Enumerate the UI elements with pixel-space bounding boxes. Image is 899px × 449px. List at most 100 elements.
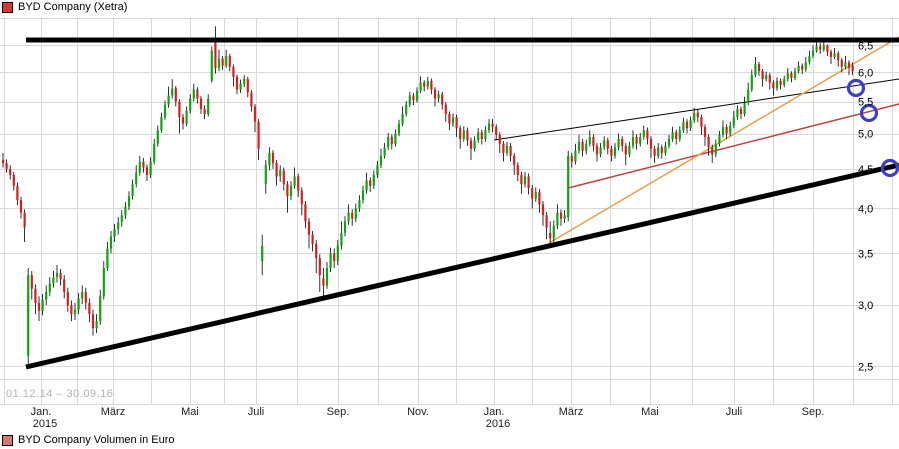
candlestick: [790, 73, 793, 78]
candlestick: [19, 200, 23, 213]
candlestick: [455, 117, 458, 129]
candlestick: [369, 180, 372, 186]
candlestick: [178, 101, 181, 118]
candlestick: [275, 163, 278, 177]
candlestick: [99, 296, 102, 322]
candlestick: [196, 89, 199, 99]
x-axis-label: Sep.: [802, 406, 825, 418]
candlestick: [81, 291, 84, 299]
candlestick: [757, 64, 761, 72]
candlestick: [333, 253, 336, 262]
candlestick: [671, 132, 674, 139]
x-axis-label: Jan.: [31, 406, 52, 418]
candlestick: [520, 174, 523, 185]
candlestick: [603, 140, 606, 148]
candlestick: [577, 141, 581, 151]
candlestick: [516, 165, 519, 175]
candlestick: [462, 130, 465, 139]
candlestick: [41, 299, 44, 311]
candlestick: [840, 60, 843, 67]
candlestick: [495, 126, 498, 135]
candlestick: [181, 117, 185, 124]
candlestick: [459, 128, 462, 139]
candlestick: [171, 88, 174, 96]
candlestick: [610, 148, 613, 156]
x-axis-label: Juli: [726, 406, 743, 418]
candlestick: [351, 212, 354, 219]
candlestick: [300, 190, 303, 205]
candlestick: [325, 268, 329, 286]
candlestick: [487, 123, 491, 131]
candlestick: [552, 225, 555, 239]
candlestick: [502, 143, 505, 153]
candlestick: [88, 302, 91, 315]
candlestick: [293, 176, 296, 186]
candlestick: [124, 206, 127, 216]
candlestick: [311, 234, 314, 244]
candlestick: [570, 155, 573, 162]
candlestick: [678, 130, 681, 139]
candlestick: [775, 80, 779, 89]
volume-legend-swatch-icon: [2, 434, 13, 446]
candlestick: [189, 98, 192, 111]
candlestick: [815, 46, 818, 51]
candlestick: [646, 130, 649, 139]
candlestick: [725, 126, 728, 134]
volume-legend: BYD Company Volumen in Euro: [2, 434, 175, 446]
candlestick: [527, 176, 530, 189]
candlestick: [765, 75, 768, 80]
candlestick: [581, 141, 584, 151]
candlestick: [685, 121, 689, 129]
candlestick: [426, 80, 429, 87]
x-axis-label: Mai: [181, 406, 199, 418]
candlestick: [264, 165, 267, 185]
candlestick: [729, 125, 732, 134]
candlestick: [696, 112, 699, 118]
y-axis-label: 3,0: [858, 300, 873, 312]
candlestick: [192, 89, 195, 99]
x-axis-label: Juli: [248, 406, 265, 418]
candlestick: [286, 184, 289, 197]
x-axis-label: März: [101, 406, 125, 418]
candlestick: [127, 196, 131, 207]
candlestick: [131, 184, 134, 197]
candlestick: [84, 291, 87, 303]
candlestick: [682, 121, 685, 131]
candlestick: [279, 170, 282, 177]
candlestick: [322, 278, 325, 286]
candlestick: [142, 161, 145, 168]
candlestick: [635, 136, 638, 144]
candlestick: [851, 65, 854, 72]
candlestick: [639, 136, 642, 144]
candlestick: [228, 55, 231, 67]
candlestick: [837, 53, 840, 61]
candlestick: [37, 302, 41, 311]
candlestick: [225, 55, 228, 66]
candlestick: [819, 46, 822, 50]
candlestick: [207, 98, 210, 114]
candlestick: [102, 268, 105, 297]
y-axis-label: 3,5: [858, 248, 873, 260]
candlestick: [703, 126, 707, 137]
candlestick: [707, 136, 710, 148]
candlestick: [430, 80, 433, 90]
candlestick: [239, 83, 242, 90]
x-axis-label: Jan.: [484, 406, 505, 418]
candlestick: [711, 147, 714, 155]
candlestick: [606, 140, 609, 149]
candlestick: [804, 62, 807, 70]
candlestick: [289, 185, 293, 197]
candlestick: [505, 145, 509, 153]
candlestick: [477, 132, 480, 141]
candlestick: [498, 134, 501, 144]
candlestick: [160, 117, 163, 131]
y-axis-label: 5,0: [858, 129, 873, 141]
breakout-marker-circle: [846, 78, 866, 98]
candlestick: [408, 95, 411, 105]
candlestick: [27, 275, 30, 356]
candlestick: [649, 138, 653, 149]
candlestick: [66, 291, 69, 306]
candlestick: [210, 50, 213, 81]
y-axis-label: 5,5: [858, 97, 873, 109]
